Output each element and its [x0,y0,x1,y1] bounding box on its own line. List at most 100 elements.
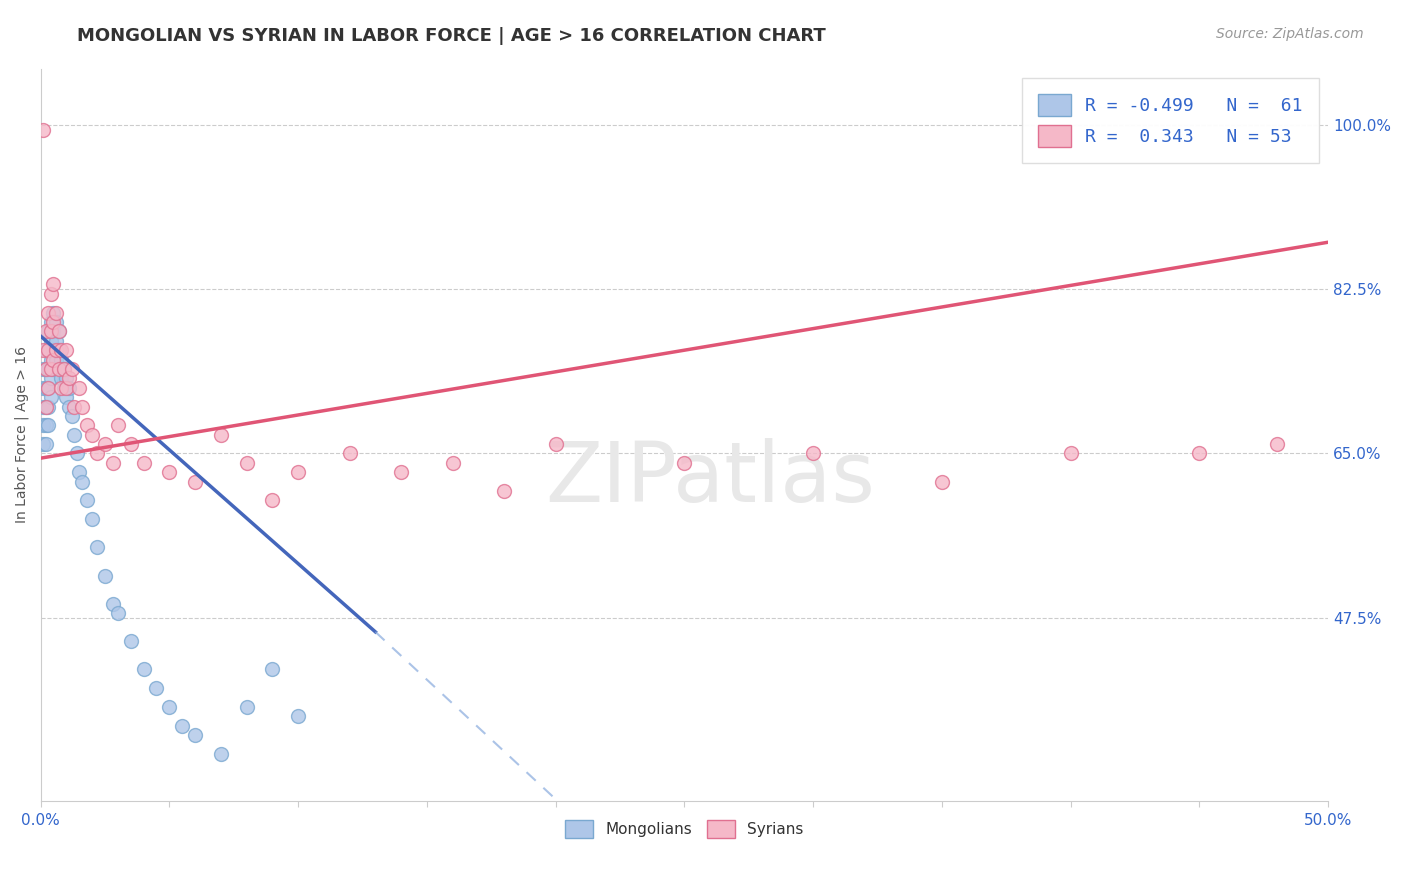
Point [35,362,58,376]
Point [42,315,65,329]
Point [441,456,464,470]
Point [52,362,75,376]
Point [52,362,75,376]
Point [157,465,180,479]
Legend: Mongolians, Syrians: Mongolians, Syrians [560,814,810,845]
Point [32,418,55,433]
Point [32,362,55,376]
Point [70,475,93,489]
Point [63,427,86,442]
Point [339,446,361,460]
Point [235,456,257,470]
Point [120,437,142,451]
Point [58,400,80,414]
Point [544,437,567,451]
Point [42,277,65,292]
Point [45,334,67,348]
Point [45,315,67,329]
Point [172,719,194,733]
Point [209,747,232,761]
Point [39,371,62,385]
Point [51,371,73,385]
Point [287,465,309,479]
Point [48,362,70,376]
Point [60,362,83,376]
Point [157,700,180,714]
Point [262,662,284,676]
Point [37,362,59,376]
Point [42,325,65,339]
Point [35,400,58,414]
Point [39,325,62,339]
Point [287,709,309,723]
Point [1059,446,1081,460]
Point [235,700,257,714]
Point [42,352,65,367]
Text: MONGOLIAN VS SYRIAN IN LABOR FORCE | AGE > 16 CORRELATION CHART: MONGOLIAN VS SYRIAN IN LABOR FORCE | AGE… [77,27,827,45]
Point [42,343,65,358]
Point [51,343,73,358]
Point [51,381,73,395]
Point [55,371,77,385]
Point [32,122,55,136]
Point [101,597,124,611]
Point [801,446,824,460]
Point [673,456,696,470]
Point [32,400,55,414]
Text: ZIPatlas: ZIPatlas [546,438,875,519]
Point [262,493,284,508]
Point [37,343,59,358]
Point [1188,446,1211,460]
Point [48,325,70,339]
Point [76,493,98,508]
Point [86,541,108,555]
Point [107,418,129,433]
Point [35,362,58,376]
Point [35,437,58,451]
Y-axis label: In Labor Force | Age > 16: In Labor Force | Age > 16 [15,346,30,524]
Point [37,325,59,339]
Point [1265,437,1288,451]
Point [45,305,67,319]
Point [42,362,65,376]
Point [35,325,58,339]
Point [45,352,67,367]
Point [48,362,70,376]
Point [55,343,77,358]
Point [55,381,77,395]
Point [107,606,129,620]
Point [55,390,77,404]
Point [39,390,62,404]
Point [132,456,155,470]
Point [39,286,62,301]
Point [931,475,953,489]
Point [76,418,98,433]
Point [184,475,207,489]
Point [35,400,58,414]
Point [32,343,55,358]
Point [94,568,117,582]
Point [35,418,58,433]
Point [37,400,59,414]
Point [39,315,62,329]
Point [35,343,58,358]
Point [58,371,80,385]
Text: Source: ZipAtlas.com: Source: ZipAtlas.com [1216,27,1364,41]
Point [35,381,58,395]
Point [67,381,90,395]
Point [389,465,412,479]
Point [37,343,59,358]
Point [494,483,516,498]
Point [60,409,83,423]
Point [37,381,59,395]
Point [101,456,124,470]
Point [48,325,70,339]
Point [145,681,167,696]
Point [37,305,59,319]
Point [82,427,104,442]
Point [32,437,55,451]
Point [42,305,65,319]
Point [120,634,142,648]
Point [32,381,55,395]
Point [66,446,89,460]
